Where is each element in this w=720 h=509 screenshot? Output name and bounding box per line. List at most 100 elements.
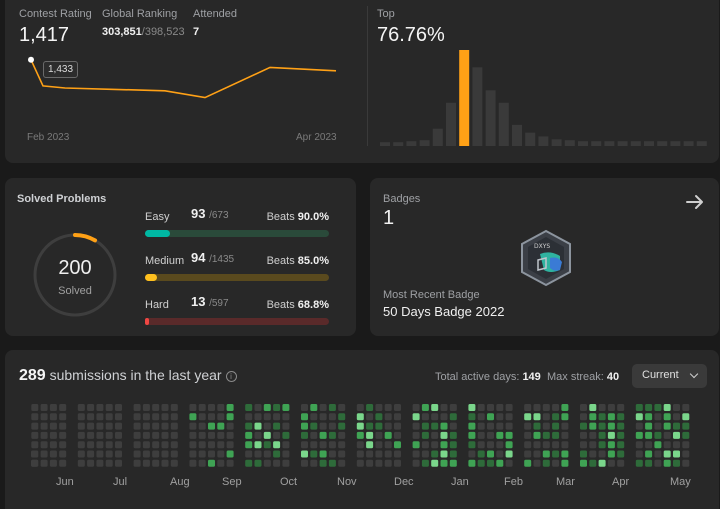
heatmap-cell[interactable] [328,404,336,411]
heatmap-cell[interactable] [505,413,513,421]
heatmap-cell[interactable] [319,431,327,439]
heatmap-cell[interactable] [49,413,57,421]
badge-50-days-icon[interactable]: DXYS [516,228,576,288]
heatmap-cell[interactable] [449,422,457,430]
heatmap-cell[interactable] [40,413,48,421]
heatmap-cell[interactable] [282,441,290,449]
heatmap-cell[interactable] [542,450,550,458]
heatmap-cell[interactable] [338,413,346,421]
heatmap-cell[interactable] [338,441,346,449]
heatmap-cell[interactable] [384,413,392,421]
heatmap-cell[interactable] [31,413,39,421]
heatmap-cell[interactable] [59,422,67,430]
heatmap-cell[interactable] [524,431,532,439]
heatmap-cell[interactable] [477,413,485,421]
heatmap-cell[interactable] [542,431,550,439]
heatmap-cell[interactable] [449,450,457,458]
heatmap-cell[interactable] [477,459,485,467]
heatmap-cell[interactable] [198,441,206,449]
heatmap-cell[interactable] [645,422,653,430]
heatmap-cell[interactable] [40,404,48,411]
heatmap-cell[interactable] [589,431,597,439]
heatmap-cell[interactable] [412,459,420,467]
heatmap-cell[interactable] [496,441,504,449]
heatmap-cell[interactable] [375,413,383,421]
heatmap-cell[interactable] [142,431,150,439]
heatmap-cell[interactable] [421,441,429,449]
heatmap-cell[interactable] [301,422,308,430]
heatmap-cell[interactable] [170,404,178,411]
heatmap-cell[interactable] [487,459,494,467]
heatmap-cell[interactable] [356,413,364,421]
heatmap-cell[interactable] [59,404,67,411]
heatmap-cell[interactable] [505,422,513,430]
heatmap-cell[interactable] [338,459,346,467]
heatmap-cell[interactable] [580,422,587,430]
heatmap-cell[interactable] [198,404,206,411]
heatmap-cell[interactable] [356,441,364,449]
heatmap-cell[interactable] [282,459,290,467]
heatmap-cell[interactable] [40,441,48,449]
heatmap-cell[interactable] [96,441,104,449]
heatmap-cell[interactable] [77,459,85,467]
heatmap-cell[interactable] [87,413,95,421]
heatmap-cell[interactable] [524,441,532,449]
heatmap-cell[interactable] [542,422,550,430]
heatmap-cell[interactable] [254,413,262,421]
heatmap-cell[interactable] [598,450,606,458]
heatmap-cell[interactable] [217,422,225,430]
heatmap-cell[interactable] [598,404,606,411]
heatmap-cell[interactable] [328,441,336,449]
heatmap-cell[interactable] [77,413,85,421]
heatmap-cell[interactable] [682,413,690,421]
heatmap-cell[interactable] [487,404,494,411]
heatmap-cell[interactable] [96,450,104,458]
heatmap-cell[interactable] [524,404,532,411]
heatmap-cell[interactable] [245,422,253,430]
heatmap-cell[interactable] [384,431,392,439]
heatmap-cell[interactable] [607,450,615,458]
heatmap-cell[interactable] [635,413,643,421]
heatmap-cell[interactable] [338,431,346,439]
rating-point[interactable] [28,56,34,63]
heatmap-cell[interactable] [561,441,569,449]
heatmap-cell[interactable] [487,450,494,458]
heatmap-cell[interactable] [310,441,318,449]
heatmap-cell[interactable] [161,404,169,411]
heatmap-cell[interactable] [198,459,206,467]
heatmap-cell[interactable] [663,422,671,430]
heatmap-cell[interactable] [580,413,587,421]
heatmap-cell[interactable] [394,459,401,467]
heatmap-cell[interactable] [49,422,57,430]
heatmap-cell[interactable] [310,450,318,458]
heatmap-cell[interactable] [319,422,327,430]
heatmap-cell[interactable] [682,441,690,449]
heatmap-cell[interactable] [487,431,494,439]
heatmap-cell[interactable] [217,431,225,439]
heatmap-cell[interactable] [384,441,392,449]
heatmap-cell[interactable] [366,431,374,439]
heatmap-cell[interactable] [31,422,39,430]
heatmap-cell[interactable] [607,404,615,411]
heatmap-cell[interactable] [319,459,327,467]
heatmap-cell[interactable] [87,441,95,449]
info-icon[interactable]: i [225,371,237,382]
heatmap-cell[interactable] [49,450,57,458]
heatmap-cell[interactable] [198,431,206,439]
heatmap-cell[interactable] [598,459,606,467]
heatmap-cell[interactable] [301,413,308,421]
heatmap-cell[interactable] [366,422,374,430]
heatmap-cell[interactable] [487,441,494,449]
heatmap-cell[interactable] [487,413,494,421]
heatmap-cell[interactable] [170,450,178,458]
heatmap-cell[interactable] [161,422,169,430]
heatmap-cell[interactable] [673,450,680,458]
heatmap-cell[interactable] [366,459,374,467]
heatmap-cell[interactable] [263,431,271,439]
heatmap-cell[interactable] [673,422,680,430]
heatmap-cell[interactable] [226,422,234,430]
heatmap-cell[interactable] [440,459,448,467]
heatmap-cell[interactable] [105,450,113,458]
heatmap-cell[interactable] [505,441,513,449]
heatmap-cell[interactable] [328,450,336,458]
